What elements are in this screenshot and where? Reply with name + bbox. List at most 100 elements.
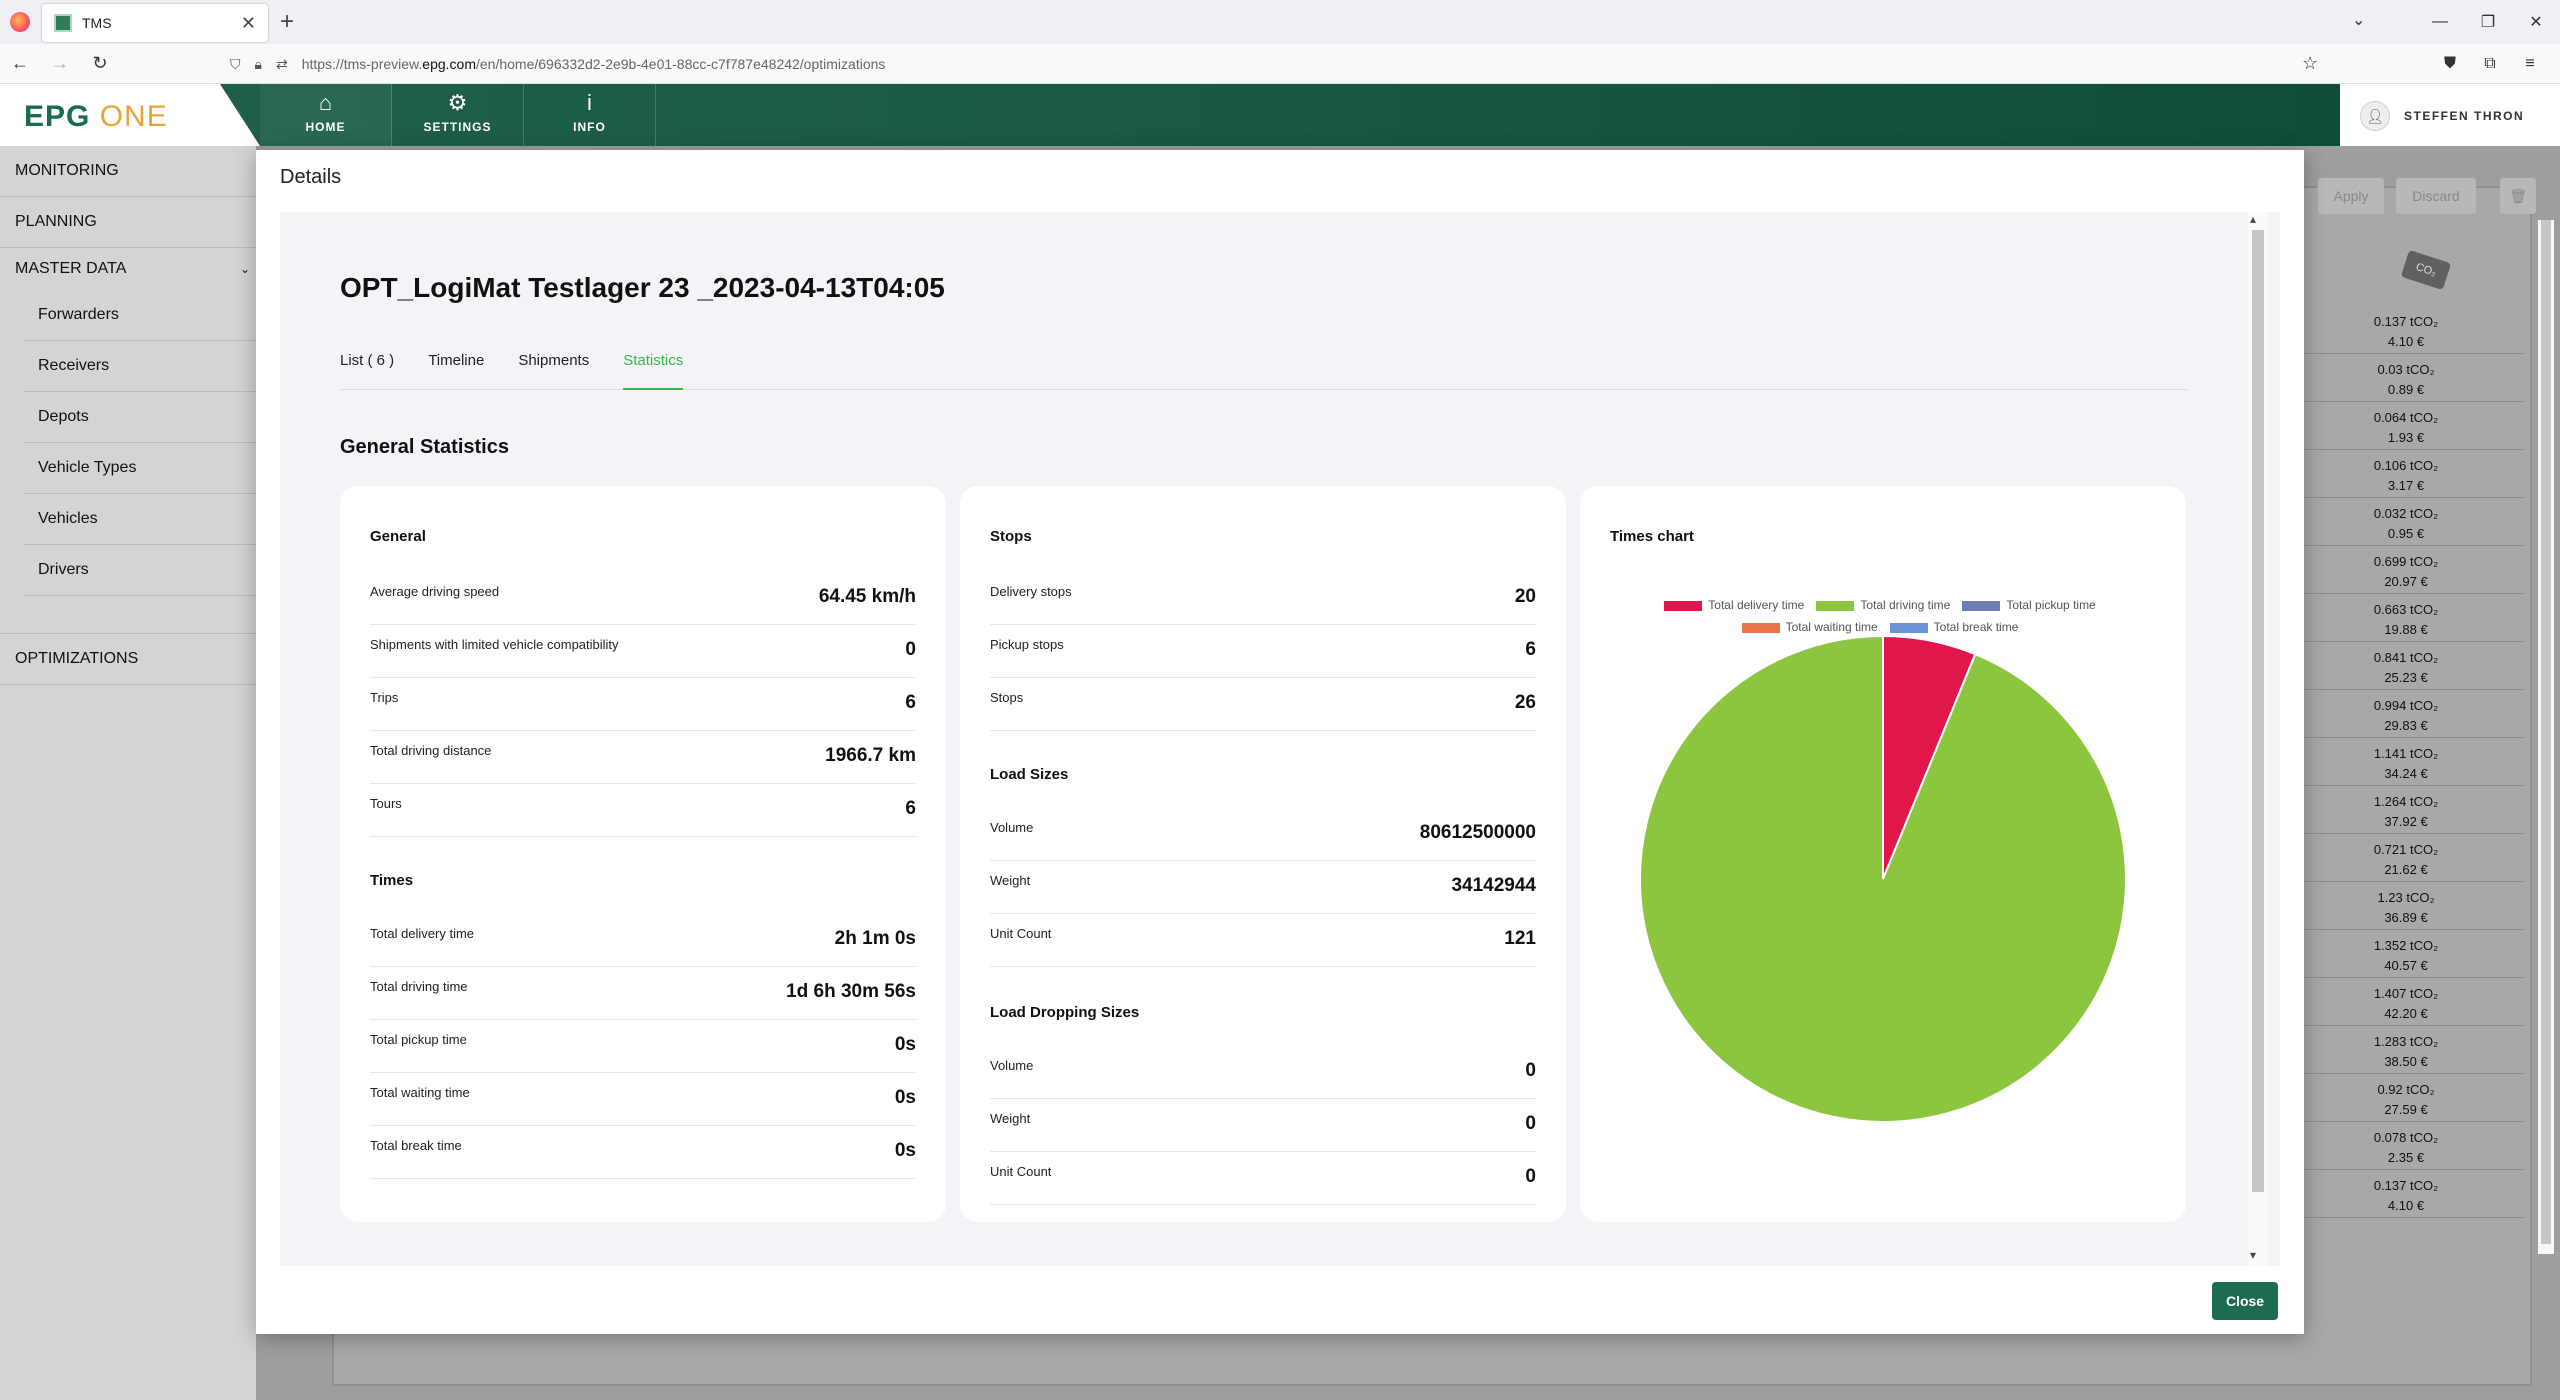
url-bar[interactable]: ⛉ 🔒︎ ⇄ https://tms-preview.epg.com/en/ho… bbox=[230, 49, 2320, 79]
load-dropping-heading: Load Dropping Sizes bbox=[990, 1004, 1140, 1021]
general-card: General Average driving speed 64.45 km/h S… bbox=[340, 486, 946, 1222]
load-sizes-stat-row: Weight 34142944 bbox=[990, 861, 1536, 914]
sidebar-item-optimizations[interactable]: OPTIMIZATIONS bbox=[0, 634, 256, 685]
sidebar-item-monitoring[interactable]: MONITORING bbox=[0, 146, 256, 197]
list-item: 0.699 tCO₂ 20.97 € bbox=[2288, 546, 2524, 594]
inner-scrollbar-thumb[interactable] bbox=[2252, 230, 2264, 1192]
list-item: 0.994 tCO₂ 29.83 € bbox=[2288, 690, 2524, 738]
app-header: EPG ONE ⌂ HOME ⚙ SETTINGS i INFO 👤︎ STEF… bbox=[0, 84, 2560, 146]
legend-item[interactable]: Total waiting time bbox=[1741, 616, 1878, 638]
menu-icon[interactable]: ≡ bbox=[2525, 55, 2535, 72]
sidebar-item-depots[interactable]: Depots bbox=[24, 392, 256, 443]
stops-stat-row: Pickup stops 6 bbox=[990, 625, 1536, 678]
stat-value: 34142944 bbox=[1451, 875, 1536, 896]
details-tabs: List ( 6 ) Timeline Shipments Statistics bbox=[340, 352, 2188, 390]
epg-one-logo[interactable]: EPG ONE bbox=[24, 100, 168, 133]
times-heading: Times bbox=[370, 872, 414, 889]
lock-icon[interactable]: 🔒︎ bbox=[254, 55, 262, 72]
stops-stat-row: Stops 26 bbox=[990, 678, 1536, 731]
user-menu[interactable]: 👤︎ STEFFEN THRON bbox=[2360, 96, 2524, 136]
apply-button[interactable]: Apply bbox=[2318, 178, 2384, 214]
scroll-down-icon[interactable]: ▾ bbox=[2250, 1248, 2257, 1262]
stat-label: Trips bbox=[370, 690, 399, 705]
sidebar-item-master-data[interactable]: MASTER DATA ⌄ bbox=[15, 260, 250, 277]
extensions-icon[interactable]: ⧉ bbox=[2484, 55, 2496, 72]
scroll-up-icon[interactable]: ▴ bbox=[2250, 212, 2257, 226]
legend-item[interactable]: Total delivery time bbox=[1664, 594, 1804, 616]
browser-tab[interactable]: TMS ✕ bbox=[42, 4, 268, 42]
cost-value: 2.35 € bbox=[2387, 1150, 2425, 1165]
stat-label: Stops bbox=[990, 690, 1024, 705]
stat-label: Unit Count bbox=[990, 1164, 1052, 1179]
nav-home[interactable]: ⌂ HOME bbox=[260, 84, 392, 146]
stat-value: 64.45 km/h bbox=[818, 586, 916, 607]
close-tab-icon[interactable]: ✕ bbox=[240, 12, 256, 33]
stat-label: Total delivery time bbox=[370, 926, 475, 941]
nav-info[interactable]: i INFO bbox=[524, 84, 656, 146]
modal-scrollbar[interactable] bbox=[2538, 220, 2554, 1254]
general-stat-row: Shipments with limited vehicle compatibi… bbox=[370, 625, 916, 678]
bookmark-star-icon[interactable]: ☆ bbox=[2302, 53, 2319, 73]
stat-label: Total break time bbox=[370, 1138, 462, 1153]
modal-title: Details bbox=[280, 166, 342, 188]
stat-value: 1966.7 km bbox=[825, 745, 916, 766]
sidebar-item-vehicle-types[interactable]: Vehicle Types bbox=[24, 443, 256, 494]
pie-slice-total-driving-time[interactable] bbox=[1639, 634, 2127, 1123]
legend-swatch bbox=[1664, 600, 1703, 611]
sidebar-item-forwarders[interactable]: Forwarders bbox=[24, 290, 256, 341]
list-item: 1.23 tCO₂ 36.89 € bbox=[2288, 882, 2524, 930]
url-text[interactable]: https://tms-preview.epg.com/en/home/6963… bbox=[301, 56, 886, 72]
general-stat-row: Total driving distance 1966.7 km bbox=[370, 731, 916, 784]
load-dropping-stat-row: Volume 0 bbox=[990, 1046, 1536, 1099]
tab-statistics[interactable]: Statistics bbox=[623, 352, 684, 390]
legend-label: Total pickup time bbox=[2006, 598, 2096, 612]
pocket-icon[interactable]: ⛊ bbox=[2443, 55, 2456, 72]
cost-value: 34.24 € bbox=[2384, 766, 2428, 781]
chevron-down-icon[interactable]: ⌄ bbox=[2352, 12, 2366, 29]
stat-label: Delivery stops bbox=[990, 584, 1072, 599]
chart-legend: Total delivery time Total driving time Tot… bbox=[1620, 594, 2140, 638]
times-chart-card: Times chart Total delivery time Total dri… bbox=[1580, 486, 2186, 1222]
sidebar-item-vehicles[interactable]: Vehicles bbox=[24, 494, 256, 545]
general-stat-row: Tours 6 bbox=[370, 784, 916, 837]
legend-item[interactable]: Total driving time bbox=[1816, 594, 1950, 616]
tab-shipments[interactable]: Shipments bbox=[518, 352, 590, 369]
avatar-icon: 👤︎ bbox=[2360, 101, 2390, 131]
close-button[interactable]: Close bbox=[2212, 1282, 2278, 1320]
forward-icon[interactable]: → bbox=[51, 53, 69, 73]
tab-timeline[interactable]: Timeline bbox=[428, 352, 485, 369]
close-window-icon[interactable]: ✕ bbox=[2529, 14, 2543, 31]
load-sizes-heading: Load Sizes bbox=[990, 766, 1069, 783]
trash-icon[interactable]: 🗑︎ bbox=[2500, 178, 2536, 214]
stat-label: Pickup stops bbox=[990, 637, 1064, 652]
stat-value: 6 bbox=[1525, 639, 1536, 660]
stops-card: Stops Delivery stops 20 Pickup stops 6 Stops… bbox=[960, 486, 1566, 1222]
minimize-icon[interactable]: — bbox=[2432, 13, 2448, 30]
new-tab-icon[interactable]: + bbox=[280, 8, 295, 35]
cost-value: 42.20 € bbox=[2384, 1006, 2428, 1021]
list-item: 1.264 tCO₂ 37.92 € bbox=[2288, 786, 2524, 834]
cost-value: 27.59 € bbox=[2384, 1102, 2428, 1117]
reload-icon[interactable]: ↻ bbox=[92, 53, 108, 73]
sidebar-item-drivers[interactable]: Drivers bbox=[24, 545, 256, 596]
permissions-icon[interactable]: ⇄ bbox=[275, 55, 288, 72]
stops-heading: Stops bbox=[990, 528, 1032, 545]
legend-label: Total break time bbox=[1933, 620, 2019, 634]
legend-item[interactable]: Total pickup time bbox=[1962, 594, 2096, 616]
discard-button[interactable]: Discard bbox=[2396, 178, 2476, 214]
sidebar-item-planning[interactable]: PLANNING bbox=[0, 197, 256, 248]
info-icon: i bbox=[587, 90, 592, 115]
tab-list[interactable]: List ( 6 ) bbox=[340, 352, 395, 369]
sidebar-item-receivers[interactable]: Receivers bbox=[24, 341, 256, 392]
general-stat-row: Trips 6 bbox=[370, 678, 916, 731]
list-item: 1.352 tCO₂ 40.57 € bbox=[2288, 930, 2524, 978]
list-item: 0.064 tCO₂ 1.93 € bbox=[2288, 402, 2524, 450]
shield-icon[interactable]: ⛉ bbox=[230, 55, 241, 72]
stat-label: Total waiting time bbox=[370, 1085, 470, 1100]
restore-icon[interactable]: ❐ bbox=[2480, 14, 2496, 31]
back-icon[interactable]: ← bbox=[11, 53, 29, 73]
legend-item[interactable]: Total break time bbox=[1889, 616, 2019, 638]
stat-label: Unit Count bbox=[990, 926, 1052, 941]
stat-value: 6 bbox=[905, 692, 916, 713]
nav-settings[interactable]: ⚙ SETTINGS bbox=[392, 84, 524, 146]
